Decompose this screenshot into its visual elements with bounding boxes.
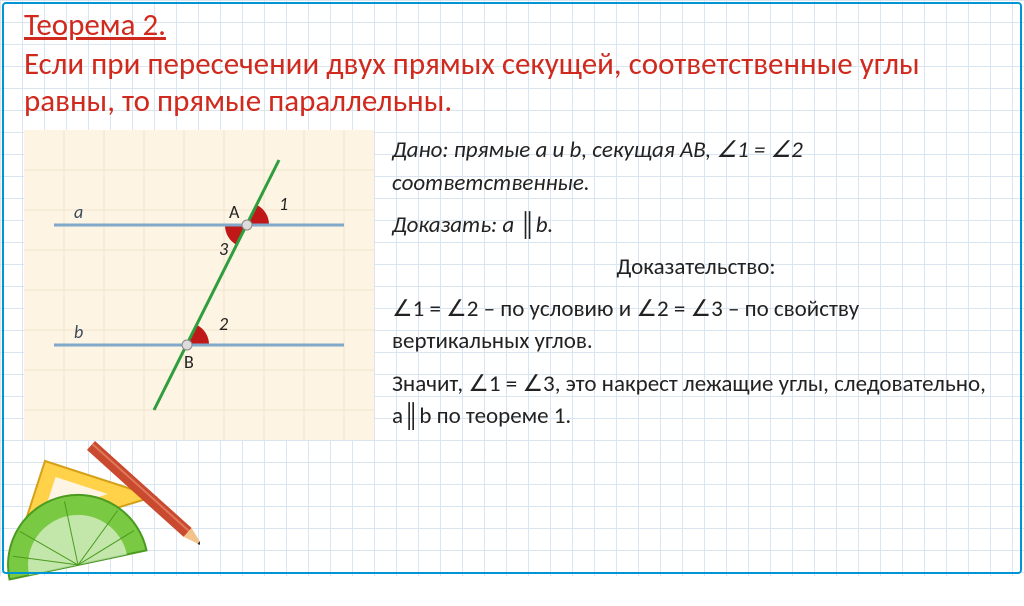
label-line-b: b <box>74 321 83 343</box>
proof-step-2: Значит, ∠1 = ∠3, это накрест лежащие угл… <box>392 368 1000 432</box>
angle-1-label: 1 <box>279 193 288 215</box>
angle-3-label: 3 <box>219 238 229 260</box>
geometry-tools-icon <box>0 436 200 606</box>
point-a <box>242 220 252 230</box>
theorem-statement: Если при пересечении двух прямых секущей… <box>24 46 1000 120</box>
label-point-a: A <box>229 201 240 223</box>
label-point-b: B <box>184 351 194 373</box>
proof-text: Дано: прямые a и b, секущая AB, ∠1 = ∠2 … <box>392 130 1000 442</box>
slide-content: Теорема 2. Если при пересечении двух пря… <box>0 0 1024 442</box>
diagram-panel: a b A B 1 2 3 <box>24 130 374 440</box>
given-line: Дано: прямые a и b, секущая AB, ∠1 = ∠2 … <box>392 134 1000 198</box>
theorem-title: Теорема 2. <box>24 6 1000 44</box>
prove-line: Доказать: a ║b. <box>392 209 1000 241</box>
label-line-a: a <box>74 201 83 223</box>
body-row: a b A B 1 2 3 Дано: прямые a и b, секуща… <box>24 130 1000 442</box>
angle-2-label: 2 <box>219 313 228 335</box>
proof-heading: Доказательство: <box>392 251 1000 283</box>
point-b <box>182 340 192 350</box>
geometry-diagram: a b A B 1 2 3 <box>24 130 374 440</box>
proof-step-1: ∠1 = ∠2 – по условию и ∠2 = ∠3 – по свой… <box>392 293 1000 357</box>
transversal-line <box>154 160 279 410</box>
